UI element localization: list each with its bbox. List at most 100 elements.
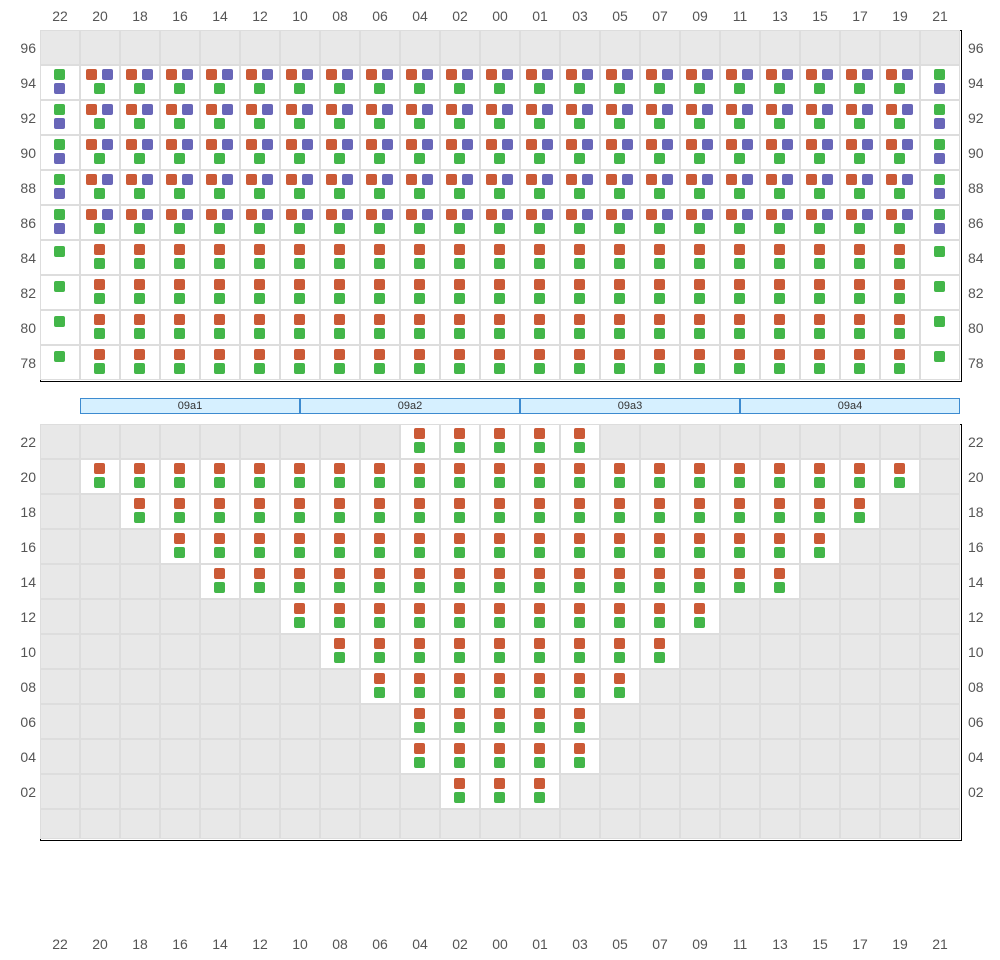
marker-green bbox=[614, 687, 625, 698]
cell bbox=[640, 424, 680, 459]
marker-orange bbox=[86, 174, 97, 185]
cell bbox=[640, 809, 680, 839]
marker-green bbox=[694, 547, 705, 558]
row-label-right: 12 bbox=[968, 607, 998, 627]
marker-green bbox=[734, 188, 745, 199]
marker-green bbox=[294, 617, 305, 628]
marker-green bbox=[54, 246, 65, 257]
marker-green bbox=[454, 757, 465, 768]
cell bbox=[760, 424, 800, 459]
marker-orange bbox=[654, 638, 665, 649]
marker-orange bbox=[614, 349, 625, 360]
cell bbox=[880, 739, 920, 774]
cell bbox=[560, 30, 600, 65]
marker-orange bbox=[694, 349, 705, 360]
marker-green bbox=[774, 328, 785, 339]
sub-section-bar[interactable]: 09a2 bbox=[300, 398, 520, 414]
marker-orange bbox=[686, 174, 697, 185]
marker-purple bbox=[934, 83, 945, 94]
marker-green bbox=[734, 118, 745, 129]
marker-purple bbox=[782, 209, 793, 220]
marker-green bbox=[894, 223, 905, 234]
marker-orange bbox=[494, 498, 505, 509]
marker-orange bbox=[414, 533, 425, 544]
marker-orange bbox=[374, 673, 385, 684]
marker-orange bbox=[614, 244, 625, 255]
cell bbox=[120, 30, 160, 65]
cell bbox=[720, 669, 760, 704]
marker-green bbox=[214, 582, 225, 593]
marker-green bbox=[334, 293, 345, 304]
marker-green bbox=[774, 582, 785, 593]
marker-orange bbox=[414, 349, 425, 360]
cell bbox=[160, 704, 200, 739]
marker-orange bbox=[806, 174, 817, 185]
marker-green bbox=[414, 153, 425, 164]
marker-orange bbox=[414, 244, 425, 255]
marker-green bbox=[694, 153, 705, 164]
cell bbox=[40, 564, 80, 599]
marker-green bbox=[814, 83, 825, 94]
marker-green bbox=[94, 153, 105, 164]
marker-orange bbox=[814, 533, 825, 544]
marker-purple bbox=[262, 139, 273, 150]
cell bbox=[200, 774, 240, 809]
marker-green bbox=[454, 652, 465, 663]
marker-orange bbox=[446, 104, 457, 115]
marker-orange bbox=[534, 743, 545, 754]
marker-purple bbox=[782, 174, 793, 185]
cell bbox=[880, 30, 920, 65]
marker-green bbox=[534, 442, 545, 453]
marker-green bbox=[534, 582, 545, 593]
marker-green bbox=[574, 652, 585, 663]
marker-orange bbox=[414, 498, 425, 509]
cell bbox=[880, 704, 920, 739]
marker-orange bbox=[454, 778, 465, 789]
marker-orange bbox=[454, 743, 465, 754]
marker-green bbox=[854, 258, 865, 269]
marker-purple bbox=[862, 139, 873, 150]
marker-green bbox=[734, 512, 745, 523]
cell bbox=[80, 634, 120, 669]
marker-green bbox=[134, 512, 145, 523]
marker-green bbox=[374, 363, 385, 374]
cell bbox=[240, 809, 280, 839]
col-header-top: 11 bbox=[720, 8, 760, 24]
marker-purple bbox=[462, 139, 473, 150]
marker-orange bbox=[326, 174, 337, 185]
marker-green bbox=[894, 118, 905, 129]
marker-green bbox=[374, 547, 385, 558]
marker-green bbox=[694, 223, 705, 234]
marker-orange bbox=[766, 69, 777, 80]
marker-green bbox=[494, 258, 505, 269]
marker-orange bbox=[86, 69, 97, 80]
marker-green bbox=[334, 83, 345, 94]
cell bbox=[160, 809, 200, 839]
marker-green bbox=[614, 223, 625, 234]
marker-green bbox=[94, 223, 105, 234]
marker-purple bbox=[902, 69, 913, 80]
sub-section-bar[interactable]: 09a3 bbox=[520, 398, 740, 414]
sub-section-bar[interactable]: 09a4 bbox=[740, 398, 960, 414]
marker-green bbox=[854, 477, 865, 488]
marker-purple bbox=[462, 174, 473, 185]
cell bbox=[840, 704, 880, 739]
col-header-top: 07 bbox=[640, 8, 680, 24]
marker-purple bbox=[702, 69, 713, 80]
marker-green bbox=[654, 83, 665, 94]
marker-orange bbox=[334, 314, 345, 325]
marker-purple bbox=[782, 139, 793, 150]
marker-orange bbox=[414, 463, 425, 474]
marker-orange bbox=[454, 638, 465, 649]
cell bbox=[80, 494, 120, 529]
col-header-top: 14 bbox=[200, 8, 240, 24]
col-header-bottom: 12 bbox=[240, 936, 280, 952]
marker-green bbox=[294, 118, 305, 129]
marker-orange bbox=[334, 498, 345, 509]
marker-green bbox=[94, 118, 105, 129]
marker-orange bbox=[246, 209, 257, 220]
sub-section-bar[interactable]: 09a1 bbox=[80, 398, 300, 414]
marker-green bbox=[214, 258, 225, 269]
col-header-top: 02 bbox=[440, 8, 480, 24]
marker-green bbox=[774, 153, 785, 164]
